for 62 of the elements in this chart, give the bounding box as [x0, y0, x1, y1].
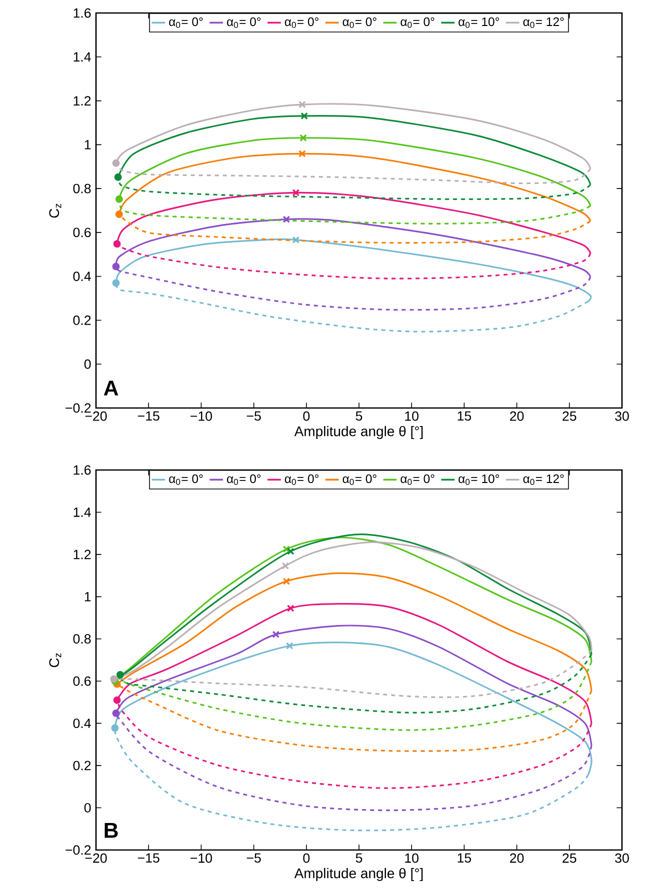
legend-label: α$_{0}$= 0°	[342, 474, 376, 485]
y-axis-title: C$_{z}$	[49, 204, 62, 218]
legend-label: α$_{0}$= 12°	[523, 17, 564, 28]
x-axis-title: Amplitude angle θ [°]	[294, 868, 423, 882]
y-tick-label: 0.6	[73, 228, 91, 238]
x-axis-title: Amplitude angle θ [°]	[294, 426, 423, 440]
x-tick-label: 10	[405, 853, 418, 863]
y-tick-label: 1.4	[74, 508, 91, 517]
legend-label: α$_{0}$= 0°	[169, 17, 203, 28]
x-tick-label: −20	[85, 853, 107, 863]
y-tick-label: 1	[84, 592, 91, 602]
x-tick-label: −5	[246, 853, 261, 863]
legend-label: α$_{0}$= 0°	[227, 474, 261, 485]
y-tick-label: −0.2	[66, 845, 91, 855]
y-tick-label: 0.2	[73, 760, 91, 770]
y-tick-label: −0.2	[66, 403, 91, 413]
legend-label: α$_{0}$= 0°	[342, 17, 376, 28]
y-tick-label: 1	[84, 140, 91, 150]
legend-label: α$_{0}$= 0°	[227, 17, 261, 28]
y-tick-label: 0.6	[73, 676, 91, 686]
x-tick-label: −15	[138, 411, 160, 421]
y-tick-label: 1.6	[74, 465, 91, 475]
y-tick-label: 0	[84, 803, 91, 812]
x-tick-label: 25	[562, 411, 576, 421]
x-tick-label: −10	[190, 853, 212, 863]
x-tick-label: 20	[510, 411, 524, 421]
annotation: B	[104, 823, 118, 838]
y-tick-label: 1.2	[74, 96, 91, 106]
y-tick-label: 1.6	[74, 8, 91, 18]
annotation: A	[104, 380, 118, 396]
x-tick-label: −20	[85, 411, 107, 421]
legend-label: α$_{0}$= 12°	[523, 474, 564, 485]
x-tick-label: 0	[303, 411, 310, 421]
legend-label: α$_{0}$= 10°	[458, 17, 499, 28]
y-tick-label: 0.4	[73, 718, 91, 728]
y-tick-label: 1.2	[74, 550, 91, 560]
x-tick-label: −10	[190, 411, 212, 421]
y-tick-label: 0.8	[73, 634, 91, 644]
x-tick-label: 15	[458, 411, 472, 421]
y-tick-label: 0.2	[73, 316, 91, 325]
y-tick-label: 0.8	[73, 184, 91, 194]
x-tick-label: 0	[303, 853, 310, 863]
x-tick-label: 5	[356, 411, 362, 421]
legend-label: α$_{0}$= 0°	[169, 474, 203, 485]
legend-label: α$_{0}$= 0°	[284, 17, 318, 28]
legend-label: α$_{0}$= 0°	[284, 474, 318, 485]
x-tick-label: −5	[246, 411, 261, 421]
x-tick-label: 10	[405, 411, 418, 421]
legend-label: α$_{0}$= 0°	[400, 17, 434, 28]
legend-label: α$_{0}$= 10°	[458, 474, 499, 485]
x-tick-label: 20	[510, 853, 524, 863]
y-tick-label: 0	[84, 359, 91, 369]
x-tick-label: 30	[615, 411, 629, 421]
y-tick-label: 0.4	[73, 272, 91, 282]
y-tick-label: 1.4	[74, 52, 91, 62]
legend-label: α$_{0}$= 0°	[400, 474, 434, 485]
x-tick-label: 25	[562, 853, 576, 863]
x-tick-label: 30	[615, 853, 629, 863]
x-tick-label: −15	[138, 853, 160, 863]
x-tick-label: 15	[458, 853, 472, 863]
y-axis-title: C$_{z}$	[49, 653, 62, 668]
x-tick-label: 5	[356, 853, 362, 863]
